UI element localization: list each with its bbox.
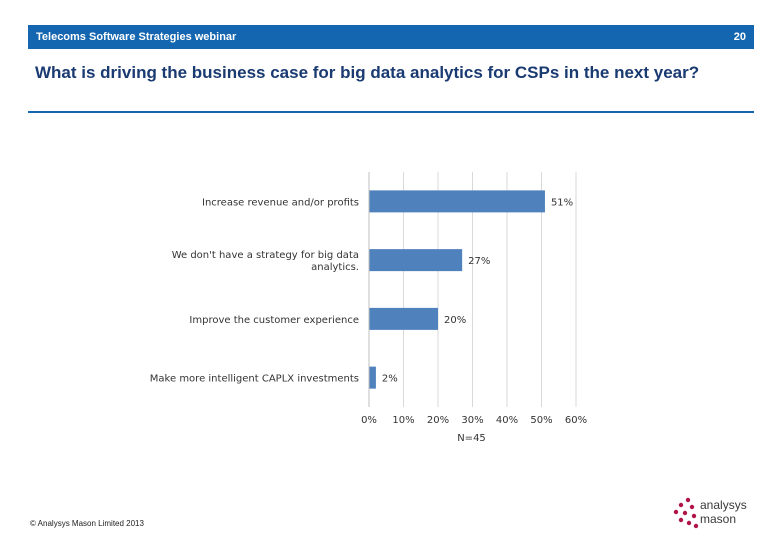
x-tick-label: 60%	[565, 415, 587, 426]
bar	[369, 249, 463, 272]
category-label: Make more intelligent CAPLX investments	[150, 374, 359, 385]
header-bar: Telecoms Software Strategies webinar 20	[28, 25, 754, 49]
analysys-mason-logo: analysys mason	[672, 496, 758, 532]
data-label: 20%	[444, 315, 466, 326]
logo-word-mason: mason	[700, 512, 737, 526]
x-tick-label: 10%	[392, 415, 414, 426]
data-label: 51%	[551, 197, 573, 208]
bar	[369, 190, 545, 213]
data-label: 27%	[468, 256, 490, 267]
category-label: Increase revenue and/or profits	[202, 197, 359, 208]
header-title: Telecoms Software Strategies webinar	[36, 31, 237, 43]
bar	[369, 366, 376, 389]
data-label: 2%	[382, 374, 398, 385]
footer-copyright: © Analysys Mason Limited 2013	[30, 519, 144, 528]
x-tick-label: 50%	[530, 415, 552, 426]
slide-title: What is driving the business case for bi…	[35, 63, 700, 82]
sample-size-note: N=45	[457, 433, 486, 444]
x-tick-label: 0%	[361, 415, 377, 426]
category-label: analytics.	[311, 262, 359, 273]
category-label: Improve the customer experience	[189, 315, 359, 326]
x-tick-label: 20%	[427, 415, 449, 426]
x-tick-label: 30%	[461, 415, 483, 426]
x-tick-label: 40%	[496, 415, 518, 426]
bar	[369, 307, 438, 330]
category-label: We don't have a strategy for big data	[172, 250, 359, 261]
logo-dots-icon	[673, 497, 699, 529]
logo-word-analysys: analysys	[700, 498, 747, 512]
title-divider	[28, 111, 754, 113]
page-number: 20	[733, 31, 746, 43]
